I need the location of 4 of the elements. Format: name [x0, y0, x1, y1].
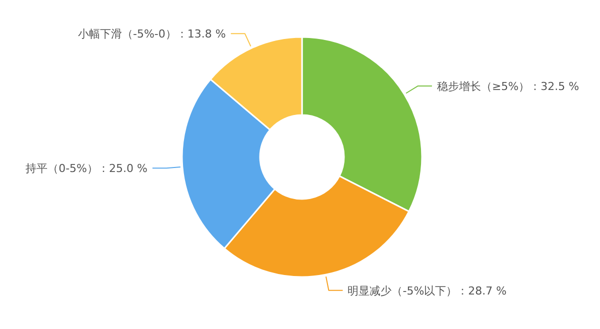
slice-label: 稳步增长（≥5%）：32.5 % — [436, 80, 580, 93]
slice-label: 小幅下滑（-5%-0）：13.8 % — [78, 28, 226, 41]
slice-label: 明显减少（-5%以下）：28.7 % — [348, 284, 507, 298]
slice-label: 持平（0-5%）：25.0 % — [26, 162, 148, 176]
